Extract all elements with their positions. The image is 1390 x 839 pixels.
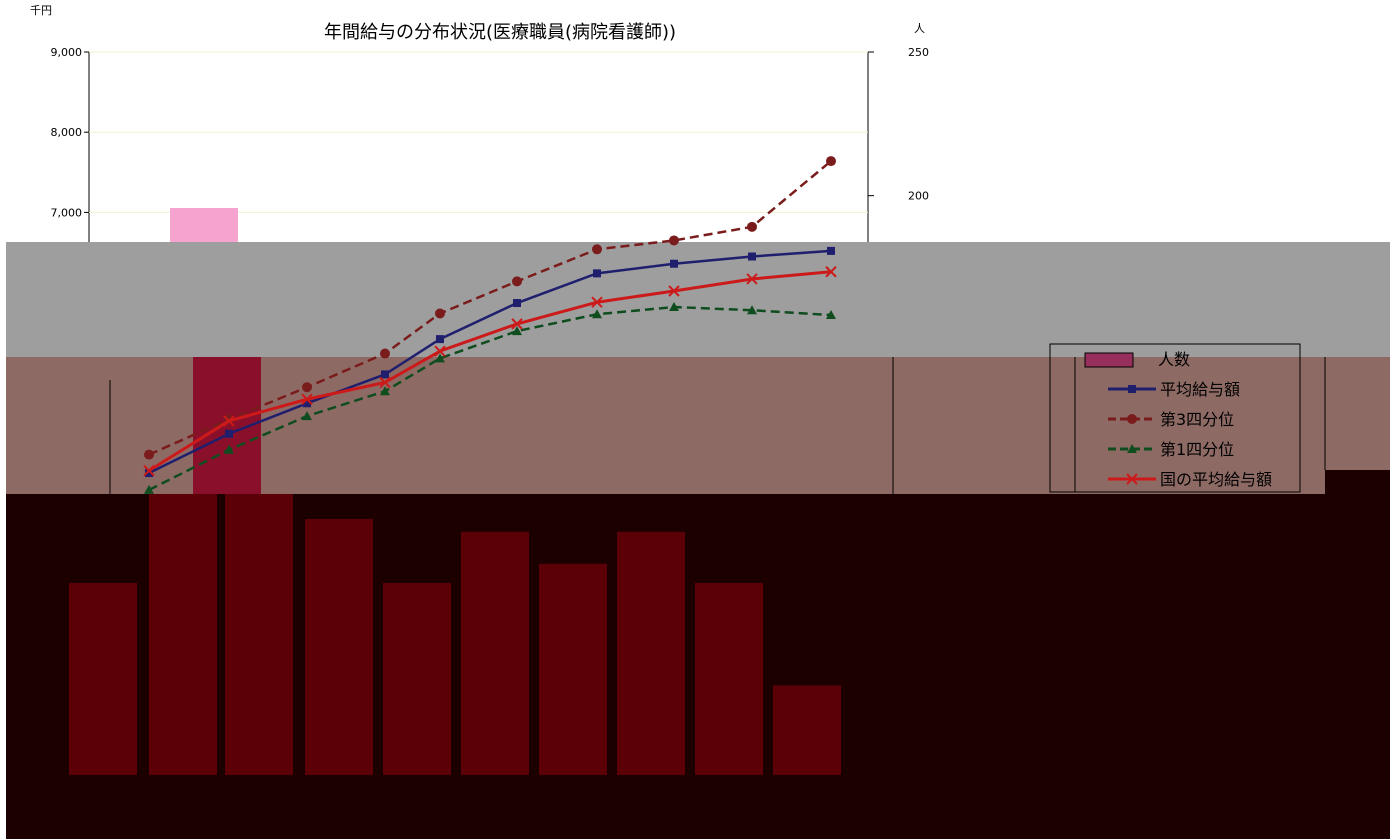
legend-frame	[1049, 343, 1301, 493]
point	[513, 299, 521, 308]
point	[826, 310, 836, 320]
legend-label: 第3四分位	[1160, 410, 1234, 429]
point	[225, 429, 233, 438]
point	[144, 484, 154, 494]
point	[381, 370, 389, 379]
left-tick-label: 9,000	[51, 46, 83, 59]
point	[748, 252, 756, 261]
point	[747, 305, 757, 315]
bar	[695, 583, 763, 775]
legend-label: 人数	[1158, 350, 1190, 369]
point	[512, 326, 522, 336]
overlay-gray-band-left	[6, 265, 256, 357]
point	[669, 235, 679, 246]
point	[670, 259, 678, 268]
point	[434, 345, 446, 357]
point	[380, 386, 390, 396]
series-line	[148, 305, 832, 492]
point	[223, 415, 235, 427]
point	[435, 353, 445, 363]
point	[302, 382, 312, 393]
point	[144, 449, 154, 460]
bar	[225, 494, 293, 775]
legend-label: 国の平均給与額	[1160, 470, 1272, 489]
bar	[149, 494, 217, 775]
legend-swatch	[1084, 352, 1134, 368]
point	[436, 335, 444, 344]
point	[143, 464, 155, 477]
left-axis-unit: 千円	[30, 4, 52, 17]
bar	[539, 563, 607, 775]
right-tick-label: 250	[908, 46, 929, 59]
bar	[617, 531, 685, 775]
point	[825, 266, 837, 278]
right-tick-label: 200	[908, 190, 929, 203]
legend-label: 平均給与額	[1160, 380, 1240, 399]
point	[746, 273, 758, 285]
point	[669, 302, 679, 312]
legend-label: 第1四分位	[1160, 440, 1234, 459]
point	[379, 376, 391, 389]
right-axis-unit: 人	[914, 22, 925, 35]
point	[145, 469, 153, 478]
point	[224, 444, 234, 454]
point	[303, 399, 311, 408]
bar	[305, 519, 373, 775]
point	[826, 156, 836, 167]
series-line	[148, 160, 832, 456]
series-line	[148, 249, 832, 475]
bar	[69, 583, 137, 775]
point	[302, 411, 312, 421]
bar	[773, 685, 841, 775]
point	[747, 221, 757, 232]
point	[380, 348, 390, 359]
point	[435, 308, 445, 319]
series-lines	[143, 156, 837, 494]
point	[592, 244, 602, 255]
bar	[383, 583, 451, 775]
bars-lower	[69, 357, 841, 775]
left-tick-label: 8,000	[51, 126, 83, 139]
chart-title: 年間給与の分布状況(医療職員(病院看護師))	[324, 22, 676, 43]
point	[591, 296, 603, 308]
point	[827, 246, 835, 255]
bar	[461, 531, 529, 775]
series-line	[148, 270, 832, 472]
point	[511, 318, 523, 330]
point	[512, 276, 522, 287]
point	[668, 285, 680, 297]
left-tick-label: 7,000	[51, 206, 83, 219]
point	[592, 309, 602, 319]
point	[593, 269, 601, 278]
point	[301, 393, 313, 405]
